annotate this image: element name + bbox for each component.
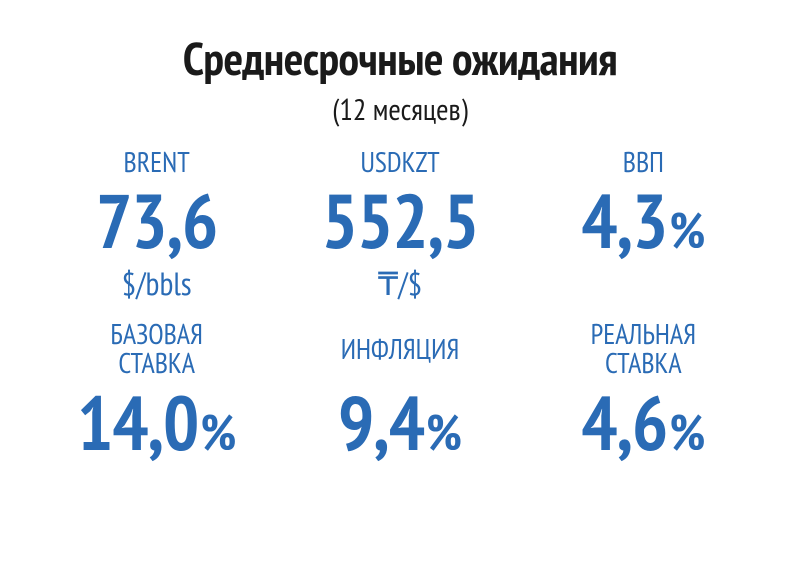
metric-value-row: 552,5 [322,182,479,258]
metrics-grid: BRENT 73,6 $/bbls USDKZT 552,5 ₸/$ ВВП 4… [40,147,760,464]
metric-brent: BRENT 73,6 $/bbls [40,147,273,308]
metric-real-rate: РЕАЛЬНАЯСТАВКА 4,6 % [527,318,760,464]
page-title: Среднесрочные ожидания [40,28,760,88]
metric-label: ИНФЛЯЦИЯ [341,318,460,378]
metric-value: 4,6 [581,384,667,460]
metric-value-row: 73,6 [96,182,217,258]
metric-value: 14,0 [77,384,198,460]
page-subtitle: (12 месяцев) [40,90,760,129]
metric-value-row: 14,0 % [77,384,236,464]
metric-inflation: ИНФЛЯЦИЯ 9,4 % [283,318,516,464]
metric-gdp: ВВП 4,3 % [527,147,760,308]
metric-value: 4,3 [581,182,667,258]
metric-unit: $/bbls [122,262,192,304]
metric-label: РЕАЛЬНАЯСТАВКА [591,318,696,378]
percent-sign: % [669,399,705,464]
percent-sign: % [669,197,705,262]
percent-sign: % [200,399,236,464]
metric-value-row: 9,4 % [338,384,462,464]
metric-value: 73,6 [96,182,217,258]
metric-base-rate: БАЗОВАЯСТАВКА 14,0 % [40,318,273,464]
metric-value-row: 4,6 % [581,384,705,464]
metric-value: 552,5 [322,182,479,258]
metric-unit-spacer [640,266,647,308]
metric-value-row: 4,3 % [581,182,705,262]
metric-label: БАЗОВАЯСТАВКА [110,318,203,378]
metric-unit: ₸/$ [378,262,422,304]
percent-sign: % [426,399,462,464]
metric-value: 9,4 [338,384,424,460]
header: Среднесрочные ожидания (12 месяцев) [40,28,760,129]
metric-usdkzt: USDKZT 552,5 ₸/$ [283,147,516,308]
